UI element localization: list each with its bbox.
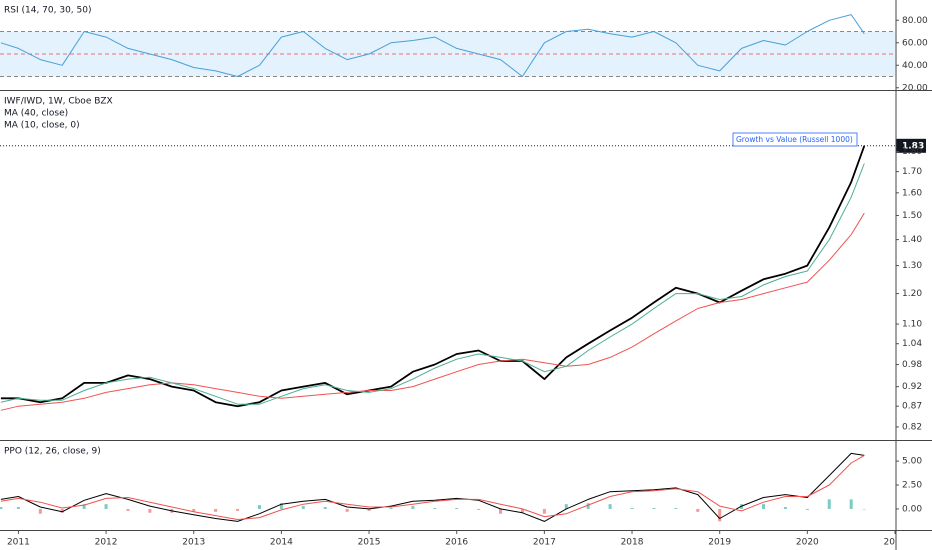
- histogram-bar: [862, 508, 866, 510]
- histogram-bar: [60, 508, 64, 513]
- histogram-bar: [520, 508, 524, 513]
- y-tick-label: 60.00: [902, 38, 928, 48]
- histogram-bar: [564, 504, 568, 509]
- series-line: [0, 14, 865, 77]
- histogram-bar: [696, 508, 700, 512]
- x-tick-label: 2020: [796, 538, 819, 548]
- histogram-bar: [279, 503, 283, 509]
- histogram-bar: [849, 499, 853, 509]
- y-tick-label: 1.10: [902, 320, 922, 330]
- histogram-bar: [301, 506, 305, 509]
- pane-title: PPO (12, 26, close, 9): [4, 447, 101, 457]
- pane-title: RSI (14, 70, 30, 50): [4, 6, 91, 16]
- x-tick-label: 2015: [358, 538, 381, 548]
- histogram-bar: [82, 504, 86, 509]
- histogram-bar: [762, 504, 766, 509]
- pane: PPO (12, 26, close, 9) 5.00 2.50 0.00: [0, 447, 922, 522]
- y-tick-label: 0.82: [902, 422, 922, 432]
- histogram-bar: [433, 507, 437, 509]
- annotation: Growth vs Value (Russell 1000): [736, 135, 853, 144]
- histogram-bar: [236, 508, 240, 511]
- histogram-bar: [455, 507, 459, 509]
- y-tick-label: 40.00: [902, 61, 928, 71]
- y-tick-label: 0.92: [902, 382, 922, 392]
- y-tick-label: 0.87: [902, 402, 922, 412]
- pane: IWF/IWD, 1W, Cboe BZX MA (40, close) MA (1…: [0, 97, 926, 432]
- histogram-bar: [542, 508, 546, 514]
- x-tick-label: 2016: [445, 538, 468, 548]
- y-tick-label: 2.50: [902, 481, 922, 491]
- y-tick-label: 1.80: [902, 147, 922, 157]
- histogram-bar: [718, 508, 722, 522]
- histogram-bar: [104, 504, 108, 509]
- y-tick-label: 1.20: [902, 289, 922, 299]
- histogram-bar: [126, 508, 130, 511]
- x-tick-label: 2012: [95, 538, 118, 548]
- x-tick-label: 2011: [7, 538, 30, 548]
- histogram-bar: [652, 507, 656, 509]
- histogram-bar: [477, 508, 481, 510]
- histogram-bar: [323, 507, 327, 509]
- plot-area: [0, 145, 866, 411]
- histogram-bar: [783, 507, 787, 509]
- histogram-bar: [214, 508, 218, 512]
- histogram-bar: [805, 508, 809, 510]
- x-tick-label: 2013: [182, 538, 205, 548]
- histogram-bar: [389, 507, 393, 509]
- pane-title: IWF/IWD, 1W, Cboe BZX: [4, 97, 113, 107]
- histogram-bar: [367, 508, 371, 511]
- x-tick-label: 2017: [533, 538, 556, 548]
- histogram-bar: [257, 505, 261, 509]
- x-tick-label: 2014: [270, 538, 293, 548]
- histogram-bar: [148, 508, 152, 513]
- last-price-label: 1.83: [902, 141, 924, 151]
- legend-entry: MA (40, close): [4, 109, 68, 119]
- annotation-box: [732, 132, 858, 147]
- histogram-bar: [499, 508, 503, 514]
- y-tick-label: 80.00: [902, 16, 928, 26]
- y-tick-label: 1.70: [902, 167, 922, 177]
- series-line: [0, 212, 865, 411]
- y-tick-label: 1.50: [902, 211, 922, 221]
- plot-area: [0, 14, 895, 77]
- histogram-bar: [345, 508, 349, 512]
- histogram-bar: [674, 507, 678, 509]
- series-line: [0, 163, 865, 405]
- y-tick-label: 0.98: [902, 360, 922, 370]
- histogram-bar: [586, 503, 590, 509]
- y-tick-label: 5.00: [902, 457, 922, 467]
- histogram-bar: [827, 499, 831, 509]
- y-tick-label: 20.00: [902, 83, 928, 93]
- x-tick-label: 2021: [884, 538, 907, 548]
- y-tick-label: 1.04: [902, 339, 922, 349]
- series-line: [0, 454, 865, 520]
- histogram-bar: [16, 507, 20, 509]
- y-tick-label: 1.30: [902, 261, 922, 271]
- histogram-bar: [630, 507, 634, 509]
- histogram-bar: [608, 504, 612, 509]
- legend-entry: MA (10, close, 0): [4, 121, 80, 131]
- histogram-bar: [38, 508, 42, 514]
- pane: RSI (14, 70, 30, 50) 80.00 60.00 40.00 20.00: [0, 6, 928, 93]
- y-tick-label: 1.60: [902, 188, 922, 198]
- x-tick-label: 2018: [621, 538, 644, 548]
- last-price-box: [896, 138, 926, 153]
- y-tick-label: 1.40: [902, 235, 922, 245]
- series-line: [0, 452, 865, 522]
- x-tick-label: 2019: [708, 538, 731, 548]
- price-scale-corner: [896, 531, 932, 550]
- y-tick-label: 0.00: [902, 504, 922, 514]
- histogram-bar: [192, 508, 196, 512]
- plot-area: [0, 452, 866, 522]
- histogram-bar: [411, 506, 415, 509]
- histogram-bar: [0, 507, 3, 509]
